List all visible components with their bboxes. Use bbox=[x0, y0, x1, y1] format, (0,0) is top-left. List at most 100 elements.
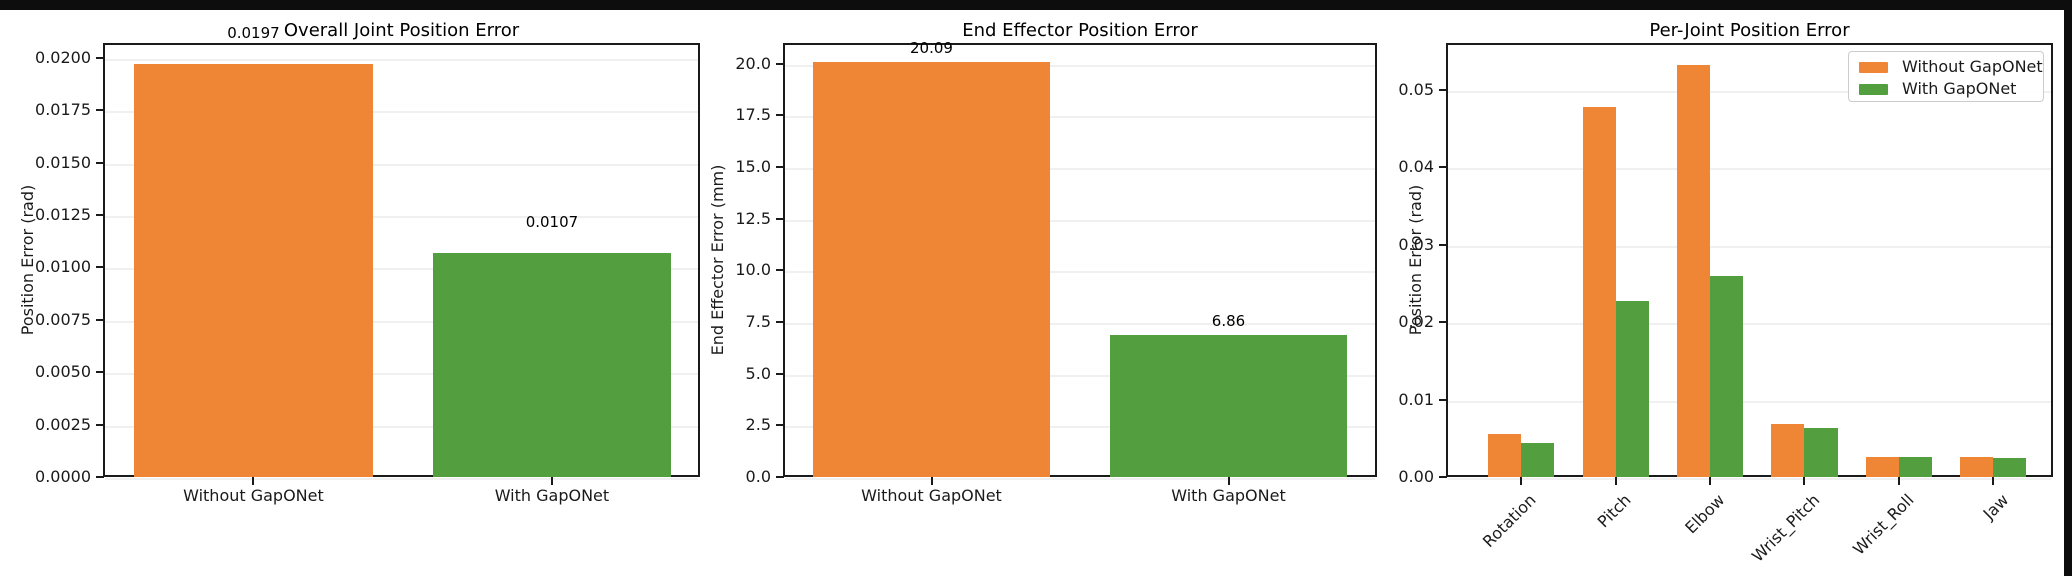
y-axis-tick bbox=[1439, 321, 1447, 323]
y-axis-tick bbox=[1439, 398, 1447, 401]
gridline bbox=[105, 58, 698, 61]
gridline bbox=[105, 111, 698, 114]
legend-item-with-gaponet: With GapONet bbox=[1859, 80, 2016, 98]
gridline bbox=[785, 426, 1375, 429]
y-tick-label: 0.0100 bbox=[35, 257, 91, 277]
y-axis-tick bbox=[776, 62, 784, 65]
gridline bbox=[105, 163, 698, 166]
bar-value-label: 0.0197 bbox=[227, 23, 280, 42]
legend-label: Without GapONet bbox=[1902, 57, 2043, 76]
gridline bbox=[1448, 400, 2051, 403]
y-tick-label: 0.02 bbox=[1398, 312, 1434, 331]
y-tick-label: 0.0000 bbox=[35, 467, 91, 486]
x-axis-tick bbox=[1227, 477, 1230, 485]
gridline bbox=[785, 219, 1375, 222]
bar-wrist_roll-without-gaponet bbox=[1865, 456, 1899, 477]
y-axis-tick bbox=[776, 114, 784, 117]
bar-rotation-without-gaponet bbox=[1488, 434, 1522, 477]
y-tick-label: 0.00 bbox=[1398, 467, 1434, 486]
bar-pitch-with-gaponet bbox=[1615, 301, 1649, 477]
y-tick-label: 0.01 bbox=[1398, 389, 1434, 409]
y-axis-tick bbox=[776, 217, 784, 220]
y-tick-label: 10.0 bbox=[735, 260, 771, 280]
bar-wrist_pitch-without-gaponet bbox=[1771, 424, 1805, 477]
y-tick-label: 20.0 bbox=[735, 53, 771, 73]
chart-title: End Effector Position Error bbox=[962, 20, 1198, 41]
x-tick-label: Pitch bbox=[1593, 490, 1635, 532]
gridline bbox=[105, 320, 698, 323]
chart-title: Per-Joint Position Error bbox=[1649, 20, 1850, 41]
bar-pitch-without-gaponet bbox=[1582, 107, 1616, 477]
y-axis-tick bbox=[96, 423, 104, 426]
gridline bbox=[785, 478, 1375, 480]
y-axis-tick bbox=[1439, 476, 1447, 478]
bar-value-label: 0.0107 bbox=[525, 212, 579, 231]
y-tick-label: 0.0025 bbox=[35, 414, 91, 434]
y-axis-tick bbox=[776, 166, 784, 168]
y-tick-label: 17.5 bbox=[735, 105, 771, 125]
y-axis-tick bbox=[96, 109, 104, 112]
gridline bbox=[105, 215, 698, 218]
gridline bbox=[785, 168, 1375, 170]
legend-item-without-gaponet: Without GapONet bbox=[1859, 58, 2043, 76]
y-tick-label: 7.5 bbox=[745, 312, 771, 331]
bar-wrist_pitch-with-gaponet bbox=[1804, 428, 1838, 477]
gridline bbox=[785, 323, 1375, 325]
bar-wrist_roll-with-gaponet bbox=[1898, 456, 1932, 477]
bar-with-gaponet bbox=[1109, 335, 1348, 477]
gridline bbox=[105, 425, 698, 428]
gridline bbox=[1448, 245, 2051, 248]
chart-title: Overall Joint Position Error bbox=[283, 20, 520, 41]
bar-with-gaponet bbox=[432, 252, 672, 477]
bar-jaw-without-gaponet bbox=[1960, 456, 1994, 477]
gridline bbox=[1448, 90, 2051, 93]
y-tick-label: 15.0 bbox=[735, 157, 771, 176]
x-tick-label: With GapONet bbox=[1171, 486, 1286, 505]
y-axis-tick bbox=[1439, 243, 1447, 246]
x-tick-label: Jaw bbox=[1978, 490, 2012, 524]
y-tick-label: 0.0050 bbox=[35, 362, 91, 382]
y-axis-tick bbox=[776, 269, 784, 272]
gridline bbox=[785, 116, 1375, 119]
y-axis-tick bbox=[96, 161, 104, 164]
gridline bbox=[105, 373, 698, 376]
matplotlib-figure: Overall Joint Position Error Position Err… bbox=[0, 10, 2064, 576]
y-axis-tick bbox=[96, 371, 104, 374]
plot-area bbox=[1446, 43, 2053, 480]
y-axis-tick bbox=[96, 476, 104, 478]
gridline bbox=[105, 478, 698, 480]
y-tick-label: 0.05 bbox=[1398, 79, 1434, 99]
bar-jaw-with-gaponet bbox=[1993, 457, 2027, 477]
x-axis-tick bbox=[1614, 477, 1617, 485]
x-axis-tick bbox=[930, 477, 933, 485]
y-tick-label: 0.0200 bbox=[35, 47, 91, 67]
y-axis-tick bbox=[776, 424, 784, 427]
y-axis-tick bbox=[96, 56, 104, 59]
gridline bbox=[1448, 478, 2051, 480]
x-axis-tick bbox=[550, 477, 553, 485]
gridline bbox=[785, 64, 1375, 67]
x-axis-tick bbox=[1992, 477, 1995, 485]
gridline bbox=[785, 271, 1375, 274]
y-tick-label: 0.0150 bbox=[35, 152, 91, 172]
y-axis-tick bbox=[776, 372, 784, 375]
x-axis-tick bbox=[1709, 477, 1712, 485]
gridline bbox=[105, 268, 698, 271]
gridline bbox=[785, 374, 1375, 377]
x-tick-label: With GapONet bbox=[494, 486, 610, 505]
x-tick-label: Without GapONet bbox=[861, 486, 1002, 505]
gridline bbox=[1448, 323, 2051, 325]
y-axis-tick bbox=[1439, 88, 1447, 91]
y-axis-tick bbox=[776, 476, 784, 478]
legend-swatch-without-gaponet bbox=[1859, 61, 1888, 73]
y-axis-tick bbox=[96, 318, 104, 321]
y-axis-tick bbox=[776, 321, 784, 323]
legend-label: With GapONet bbox=[1902, 79, 2017, 98]
bar-elbow-with-gaponet bbox=[1710, 275, 1744, 477]
y-tick-label: 12.5 bbox=[735, 208, 771, 228]
bar-rotation-with-gaponet bbox=[1521, 442, 1555, 477]
y-tick-label: 5.0 bbox=[745, 363, 771, 383]
y-tick-label: 0.0075 bbox=[35, 309, 91, 329]
bar-value-label: 20.09 bbox=[910, 38, 953, 57]
bar-value-label: 6.86 bbox=[1211, 312, 1246, 331]
